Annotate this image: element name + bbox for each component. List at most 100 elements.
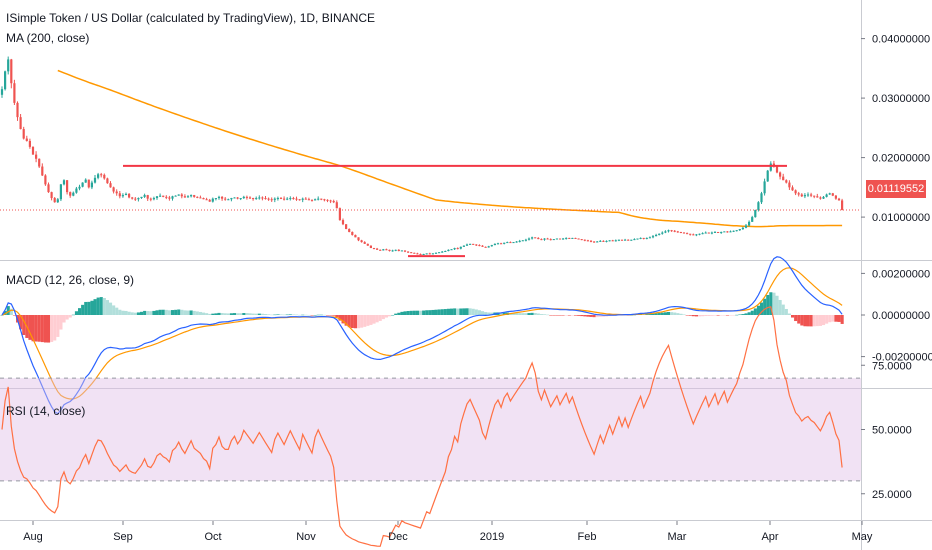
- macd-histogram-bar: [815, 315, 819, 327]
- macd-histogram-bar: [171, 310, 175, 315]
- candle-body: [115, 191, 118, 194]
- macd-histogram-bar: [164, 309, 168, 315]
- macd-histogram-bar: [155, 310, 159, 315]
- candle-body: [729, 231, 732, 233]
- candle-body: [149, 198, 152, 200]
- candle-body: [289, 198, 292, 200]
- candle-body: [558, 238, 562, 240]
- candle-body: [152, 198, 155, 200]
- candle-body: [93, 177, 97, 183]
- macd-histogram-bar: [360, 315, 364, 328]
- macd-histogram-bar: [279, 314, 283, 315]
- macd-histogram-bar: [419, 310, 423, 315]
- y-tick-label: 0.03000000: [872, 93, 930, 105]
- macd-histogram-bar: [295, 314, 299, 316]
- macd-histogram-bar: [384, 315, 388, 318]
- macd-histogram-bar: [434, 309, 438, 315]
- macd-histogram-bar: [357, 315, 361, 329]
- macd-histogram-bar: [177, 309, 181, 315]
- macd-histogram-bar: [487, 312, 491, 315]
- macd-histogram-bar: [818, 315, 822, 326]
- macd-histogram-bar: [273, 314, 277, 316]
- candle-body: [69, 192, 72, 196]
- macd-histogram-bar: [425, 310, 429, 315]
- rsi-line: [1, 306, 843, 547]
- candle-body: [121, 195, 124, 197]
- candle-body: [751, 217, 754, 222]
- candle-body: [230, 198, 233, 200]
- macd-histogram-bar: [698, 315, 702, 317]
- macd-histogram-bar: [753, 308, 757, 315]
- candle-body: [351, 231, 354, 235]
- macd-histogram-bar: [446, 308, 450, 315]
- candle-body: [785, 180, 788, 183]
- macd-histogram-bar: [806, 315, 810, 327]
- macd-histogram-bar: [775, 295, 779, 315]
- macd-histogram-bar: [794, 315, 798, 322]
- candle-body: [81, 182, 84, 187]
- candle-body: [834, 195, 837, 199]
- candle-body: [31, 146, 35, 155]
- macd-histogram-bar: [769, 292, 773, 315]
- macd-histogram-bar: [766, 294, 770, 315]
- candle-body: [456, 248, 459, 250]
- y-tick-label: 0.00200000: [872, 268, 930, 280]
- candle-body: [589, 240, 593, 242]
- macd-histogram-bar: [6, 306, 10, 315]
- macd-histogram-bar: [378, 315, 382, 321]
- macd-histogram-bar: [0, 315, 4, 316]
- candle-body: [13, 83, 16, 103]
- macd-histogram-bar: [251, 313, 255, 315]
- candle-body: [25, 138, 28, 141]
- candle-body: [524, 239, 527, 241]
- candle-body: [304, 198, 307, 200]
- candle-body: [28, 140, 31, 147]
- candle-body: [363, 242, 366, 244]
- candle-body: [593, 241, 596, 243]
- candle-body: [143, 195, 146, 197]
- macd-histogram-bar: [791, 315, 795, 318]
- macd-histogram-bar: [400, 311, 404, 315]
- candle-body: [717, 231, 720, 233]
- macd-histogram-bar: [450, 308, 454, 315]
- macd-histogram-bar: [208, 313, 212, 315]
- candle-body: [106, 178, 109, 184]
- macd-histogram-bar: [468, 308, 472, 315]
- candle-body: [810, 194, 813, 196]
- candle-body: [800, 194, 803, 197]
- candle-body: [707, 232, 710, 234]
- candle-body: [379, 249, 382, 251]
- candle-body: [345, 224, 348, 229]
- macd-histogram-bar: [322, 314, 326, 316]
- candle-body: [661, 232, 664, 234]
- candle-body: [562, 238, 565, 240]
- candle-body: [202, 198, 205, 200]
- macd-histogram-bar: [118, 309, 122, 315]
- macd-histogram-bar: [648, 314, 652, 315]
- candle-body: [248, 197, 252, 199]
- candle-body: [391, 250, 394, 252]
- macd-histogram-bar: [812, 315, 816, 327]
- y-tick-label: 0.00000000: [872, 310, 930, 322]
- candle-body: [295, 198, 298, 200]
- macd-histogram-bar: [353, 315, 357, 329]
- candle-body: [10, 59, 13, 84]
- candle-body: [341, 220, 345, 225]
- candle-body: [159, 195, 162, 197]
- macd-histogram-bar: [388, 315, 392, 317]
- candle-body: [546, 238, 549, 240]
- macd-histogram-bar: [676, 313, 680, 315]
- macd-histogram-bar: [130, 312, 134, 315]
- candle-body: [698, 233, 701, 235]
- candle-body: [803, 195, 806, 197]
- candle-body: [382, 249, 385, 251]
- macd-histogram-bar: [186, 310, 190, 315]
- macd-histogram-bar: [577, 315, 581, 316]
- candle-body: [605, 240, 608, 242]
- macd-histogram-bar: [456, 308, 460, 315]
- macd-histogram-bar: [105, 300, 109, 315]
- candle-body: [428, 253, 431, 255]
- macd-histogram-bar: [90, 300, 94, 315]
- candle-body: [397, 249, 400, 252]
